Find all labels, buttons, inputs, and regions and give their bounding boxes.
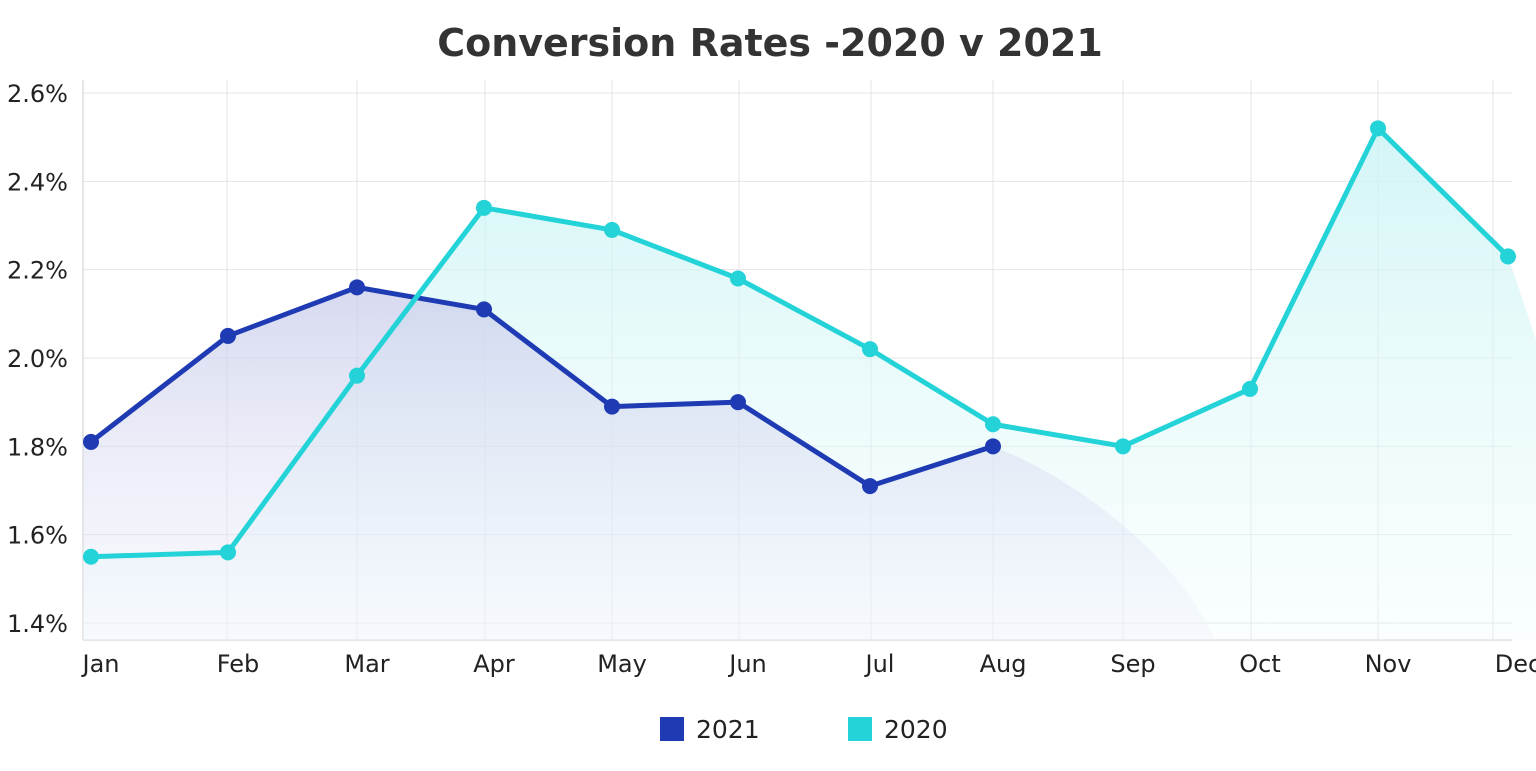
data-point-2020 <box>220 544 236 561</box>
data-point-2021 <box>476 301 492 318</box>
data-point-2021 <box>349 279 365 296</box>
chart-title: Conversion Rates -2020 v 2021 <box>437 21 1103 65</box>
y-tick-label: 2.6% <box>7 80 68 108</box>
data-point-2020 <box>730 270 746 287</box>
data-point-2020 <box>1242 380 1258 397</box>
data-point-2020 <box>604 221 620 238</box>
legend-swatch-2021 <box>660 717 684 741</box>
data-point-2021 <box>83 433 99 450</box>
data-point-2020 <box>349 367 365 384</box>
y-tick-label: 1.8% <box>7 433 68 461</box>
data-point-2021 <box>862 478 878 495</box>
area-2021 <box>83 287 1215 640</box>
data-point-2021 <box>985 438 1001 455</box>
y-tick-label: 2.2% <box>7 257 68 285</box>
x-tick-label: Nov <box>1365 650 1412 678</box>
x-tick-label: Jan <box>81 650 120 678</box>
y-tick-label: 2.4% <box>7 168 68 196</box>
x-tick-label: Jun <box>727 650 767 678</box>
data-point-2020 <box>862 341 878 358</box>
y-tick-label: 2.0% <box>7 345 68 373</box>
data-point-2021 <box>220 327 236 344</box>
data-point-2020 <box>1500 248 1516 265</box>
legend-label-2021: 2021 <box>696 715 760 744</box>
data-point-2021 <box>730 394 746 411</box>
y-tick-label: 1.4% <box>7 610 68 638</box>
y-tick-label: 1.6% <box>7 522 68 550</box>
x-tick-label: Dec <box>1495 650 1536 678</box>
data-point-2020 <box>985 416 1001 433</box>
series-line-2021 <box>89 284 994 489</box>
data-point-2020 <box>83 548 99 565</box>
data-point-2021 <box>604 398 620 415</box>
x-tick-label: Oct <box>1239 650 1281 678</box>
x-tick-label: Aug <box>980 650 1027 678</box>
x-tick-label: Mar <box>344 650 389 678</box>
legend-label-2020: 2020 <box>884 715 948 744</box>
data-point-2020 <box>1115 438 1131 455</box>
x-tick-label: Apr <box>473 650 515 678</box>
x-tick-label: May <box>597 650 647 678</box>
x-tick-label: Sep <box>1110 650 1155 678</box>
data-point-2020 <box>1370 120 1386 137</box>
x-tick-label: Jul <box>864 650 895 678</box>
series-line-2020 <box>90 125 1510 560</box>
x-tick-label: Feb <box>217 650 260 678</box>
data-point-2020 <box>476 199 492 216</box>
legend-swatch-2020 <box>848 717 872 741</box>
